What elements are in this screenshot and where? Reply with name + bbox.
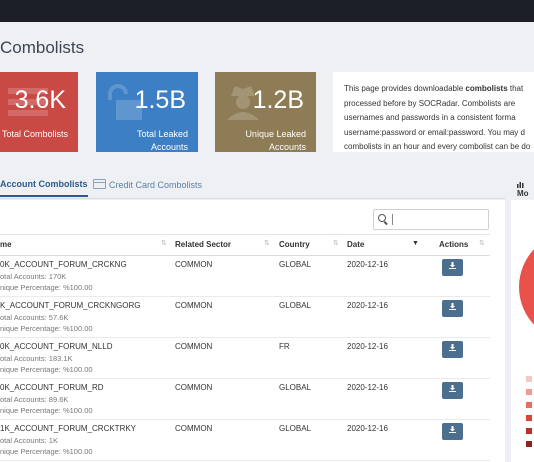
legend-swatch — [526, 376, 532, 382]
date: 2020-12-16 — [347, 342, 388, 351]
download-icon — [449, 303, 456, 310]
total-accounts: otal Accounts: 1K — [0, 436, 58, 445]
unique-percentage: nique Percentage: %100.00 — [0, 365, 93, 374]
description-line: processed before by SOCRadar. Combolists… — [344, 98, 516, 108]
date: 2020-12-16 — [347, 260, 388, 269]
description-line: combolists in an hour and every combolis… — [344, 142, 531, 151]
page-title: Combolists — [0, 38, 85, 57]
download-icon — [449, 344, 456, 351]
country: GLOBAL — [279, 383, 312, 392]
related-sector: COMMON — [175, 342, 213, 351]
sort-icon[interactable]: ⇅ — [479, 240, 485, 247]
search-input[interactable] — [373, 209, 489, 230]
download-icon — [449, 385, 456, 392]
text-cursor — [392, 214, 393, 225]
country: GLOBAL — [279, 301, 312, 310]
stat-label: Total Combolists — [1, 129, 68, 139]
bar-chart-icon — [517, 182, 524, 188]
total-accounts: otal Accounts: 57.6K — [0, 313, 69, 322]
combolist-name[interactable]: 0K_ACCOUNT_FORUM_RD — [0, 383, 104, 392]
related-sector: COMMON — [175, 301, 213, 310]
col-actions: Actions — [439, 240, 469, 249]
top-navbar — [0, 0, 534, 22]
description-card: This page provides downloadable combolis… — [333, 72, 534, 152]
download-button[interactable] — [442, 423, 463, 440]
country: GLOBAL — [279, 424, 312, 433]
combolist-table-panel — [0, 200, 505, 462]
sort-icon[interactable]: ⇅ — [264, 240, 270, 247]
sort-icon[interactable]: ⇅ — [333, 240, 339, 247]
combolist-name[interactable]: 0K_ACCOUNT_FORUM_NLLD — [0, 342, 113, 351]
table-header: me ⇅ Related Sector ⇅ Country ⇅ Date ▼ A… — [0, 234, 490, 256]
table-row: 0K_ACCOUNT_FORUM_CRCKNG otal Accounts: 1… — [0, 255, 490, 297]
table-row: 0K_ACCOUNT_FORUM_RD otal Accounts: 89.6K… — [0, 378, 490, 420]
date: 2020-12-16 — [347, 383, 388, 392]
description-line: usernames and passwords in a consistent … — [344, 113, 516, 122]
date: 2020-12-16 — [347, 301, 388, 310]
description-line: username:password or email:password. You… — [344, 127, 525, 137]
unlock-icon — [108, 84, 142, 120]
search-icon — [378, 214, 386, 222]
stat-label: Total Leaked Accounts — [136, 129, 188, 152]
unique-percentage: nique Percentage: %100.00 — [0, 406, 93, 415]
table-row: K_ACCOUNT_FORUM_CRCKNGORG otal Accounts:… — [0, 296, 490, 338]
distribution-panel — [511, 200, 534, 462]
unique-percentage: nique Percentage: %100.00 — [0, 324, 93, 333]
download-icon — [449, 426, 456, 433]
combolist-tabs: Account Combolists Credit Card Combolist… — [0, 174, 505, 199]
country: FR — [279, 342, 290, 351]
total-accounts: otal Accounts: 89.6K — [0, 395, 69, 404]
col-date[interactable]: Date — [347, 240, 365, 249]
description-line: This page provides downloadable combolis… — [344, 84, 524, 93]
total-accounts: otal Accounts: 170K — [0, 272, 67, 281]
table-row: 1K_ACCOUNT_FORUM_CRCKTRKY otal Accounts:… — [0, 419, 490, 461]
stat-label: Unique Leaked Accounts — [245, 129, 306, 152]
legend-swatch — [526, 402, 532, 408]
download-button[interactable] — [442, 382, 463, 399]
user-secret-icon — [227, 86, 259, 120]
list-icon — [8, 88, 48, 116]
combolist-name[interactable]: 0K_ACCOUNT_FORUM_CRCKNG — [0, 260, 127, 269]
download-button[interactable] — [442, 341, 463, 358]
tab-account-combolists[interactable]: Account Combolists — [0, 179, 88, 197]
stat-value: 1.2B — [252, 86, 304, 114]
stat-value: 1.5B — [134, 86, 186, 114]
col-related-sector[interactable]: Related Sector — [175, 240, 232, 249]
legend-swatch — [526, 441, 532, 447]
pie-chart — [519, 232, 534, 342]
country: GLOBAL — [279, 260, 312, 269]
stat-value: 3.6K — [14, 86, 66, 114]
related-sector: COMMON — [175, 260, 213, 269]
date: 2020-12-16 — [347, 424, 388, 433]
stat-card-total-combolists: 3.6K Total Combolists — [0, 72, 78, 152]
legend-swatch — [526, 428, 532, 434]
sort-desc-icon[interactable]: ▼ — [412, 240, 419, 247]
download-icon — [449, 262, 456, 269]
credit-card-icon — [93, 179, 106, 189]
download-button[interactable] — [442, 300, 463, 317]
legend-swatch — [526, 415, 532, 421]
combolist-name[interactable]: 1K_ACCOUNT_FORUM_CRCKTRKY — [0, 424, 137, 433]
col-country[interactable]: Country — [279, 240, 310, 249]
related-sector: COMMON — [175, 383, 213, 392]
col-name[interactable]: me — [0, 240, 12, 249]
legend-swatch — [526, 389, 532, 395]
total-accounts: otal Accounts: 183.1K — [0, 354, 73, 363]
sort-icon[interactable]: ⇅ — [161, 240, 167, 247]
tab-credit-card-combolists[interactable]: Credit Card Combolists — [93, 179, 202, 190]
combolist-name[interactable]: K_ACCOUNT_FORUM_CRCKNGORG — [0, 301, 141, 310]
unique-percentage: nique Percentage: %100.00 — [0, 283, 93, 292]
stat-card-unique-leaked-accounts: 1.2B Unique Leaked Accounts — [215, 72, 316, 152]
download-button[interactable] — [442, 259, 463, 276]
table-row: 0K_ACCOUNT_FORUM_NLLD otal Accounts: 183… — [0, 337, 490, 379]
related-sector: COMMON — [175, 424, 213, 433]
side-panel-title: Mo — [517, 180, 534, 198]
unique-percentage: nique Percentage: %100.00 — [0, 447, 93, 456]
stat-card-total-leaked-accounts: 1.5B Total Leaked Accounts — [96, 72, 198, 152]
